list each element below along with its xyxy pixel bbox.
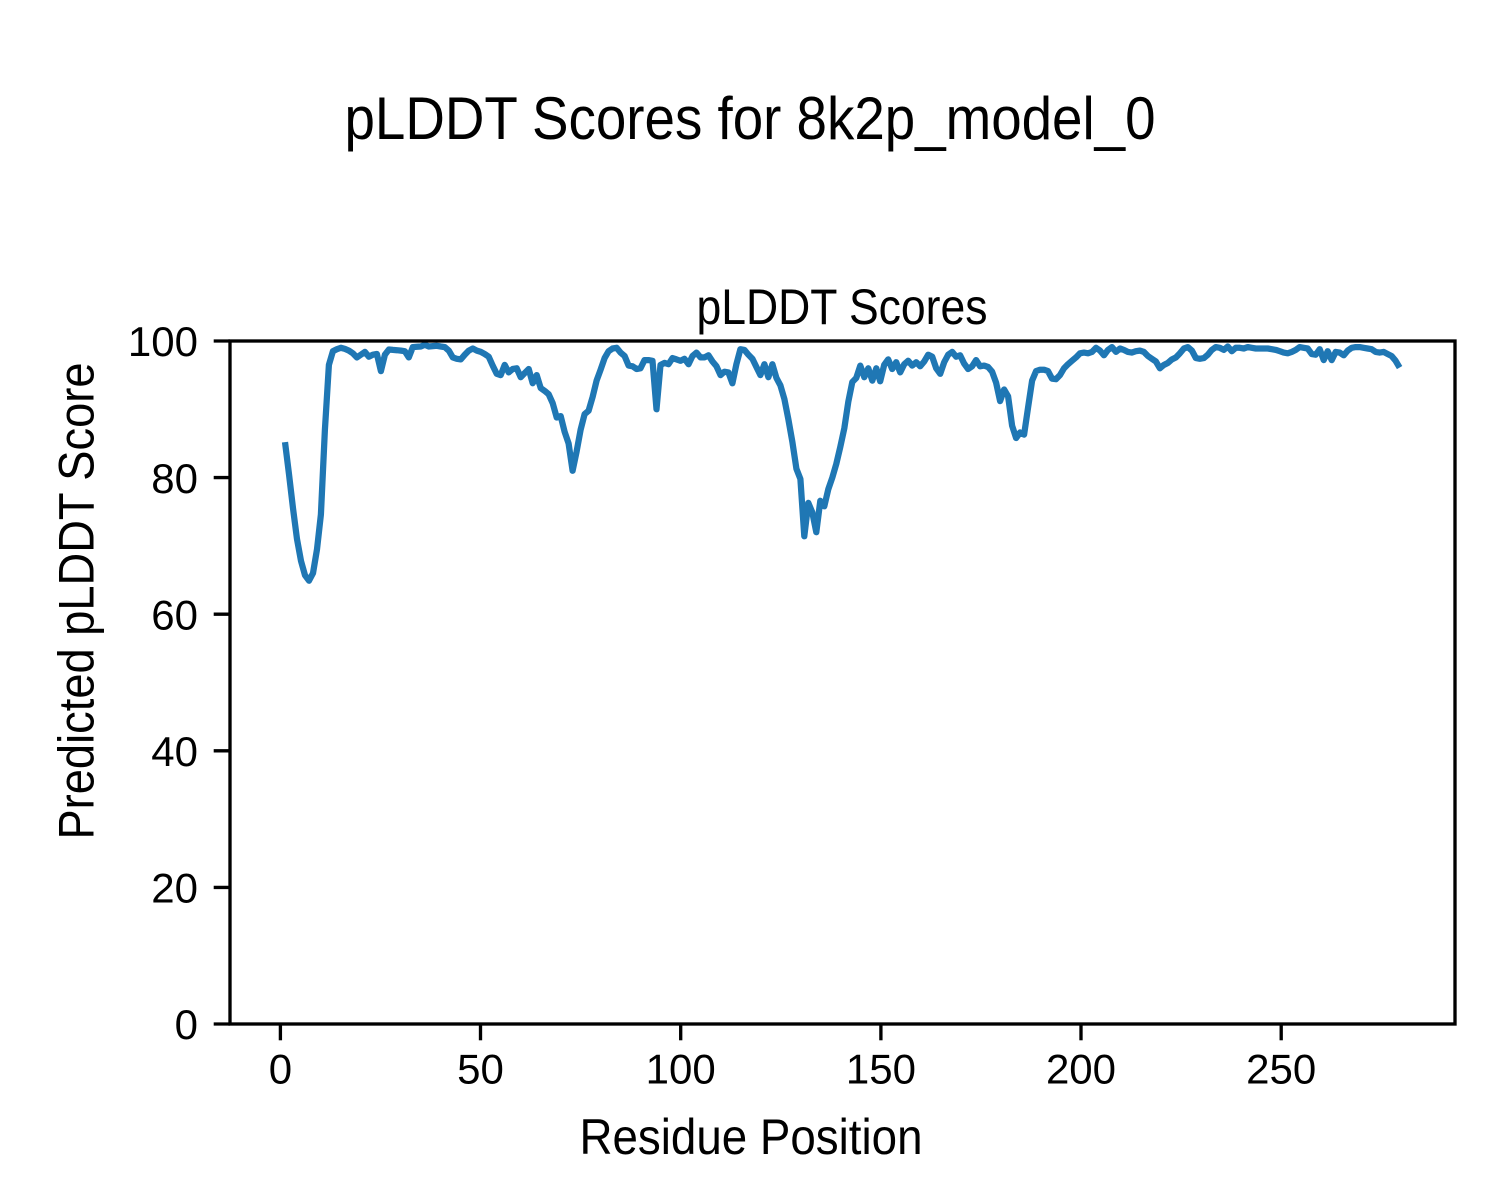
svg-text:Residue Position: Residue Position (580, 1109, 923, 1165)
svg-text:50: 50 (457, 1046, 504, 1093)
svg-text:Predicted pLDDT Score: Predicted pLDDT Score (48, 363, 104, 840)
svg-text:60: 60 (151, 591, 198, 638)
svg-text:0: 0 (175, 1001, 198, 1048)
svg-text:pLDDT Scores for 8k2p_model_0: pLDDT Scores for 8k2p_model_0 (345, 85, 1156, 152)
svg-text:80: 80 (151, 455, 198, 502)
svg-text:150: 150 (846, 1046, 916, 1093)
svg-text:200: 200 (1046, 1046, 1116, 1093)
svg-text:250: 250 (1246, 1046, 1316, 1093)
svg-text:20: 20 (151, 865, 198, 912)
svg-text:100: 100 (646, 1046, 716, 1093)
svg-text:pLDDT Scores: pLDDT Scores (697, 279, 988, 335)
svg-text:40: 40 (151, 728, 198, 775)
svg-text:100: 100 (128, 318, 198, 365)
svg-text:0: 0 (269, 1046, 292, 1093)
